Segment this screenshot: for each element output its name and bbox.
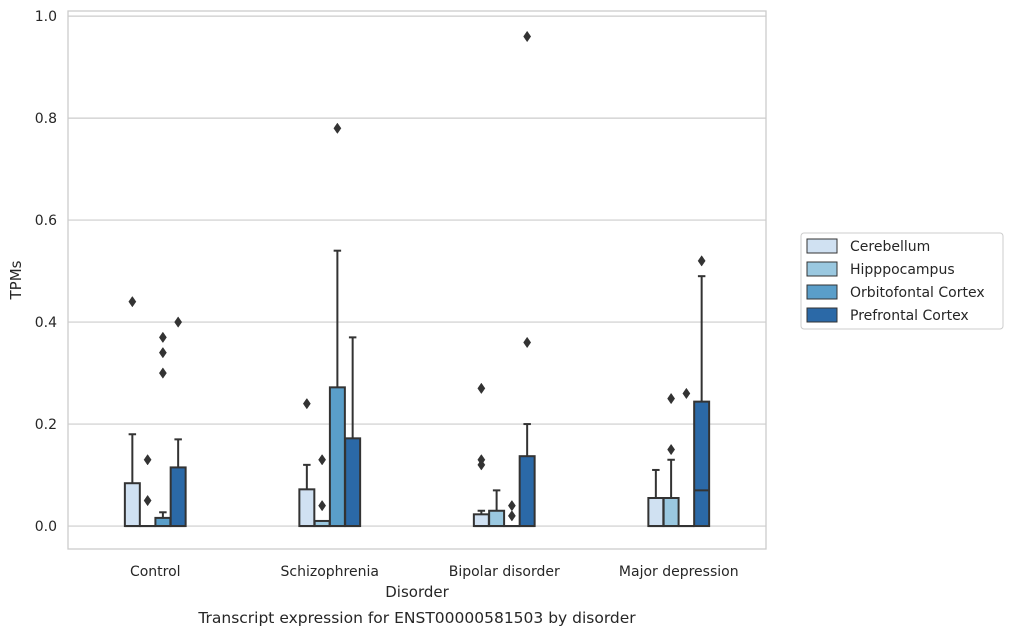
box-body xyxy=(647,497,665,528)
legend-label: Cerebellum xyxy=(850,239,930,255)
legend-label: Prefrontal Cortex xyxy=(850,308,969,324)
outlier-point xyxy=(158,367,167,379)
box-prefrontal-cortex-1 xyxy=(344,336,362,528)
box-body xyxy=(472,513,490,528)
box-body xyxy=(693,400,711,528)
x-tick-labels: Control Schizophrenia Bipolar disorder Majo… xyxy=(130,564,739,580)
outlier-point xyxy=(318,454,327,466)
legend-swatch xyxy=(806,284,838,300)
box-body xyxy=(344,437,362,528)
x-tick-label: Major depression xyxy=(619,564,739,580)
box-orbitofontal-cortex-0 xyxy=(154,331,172,528)
box-body xyxy=(123,482,141,528)
outlier-point xyxy=(158,331,167,344)
outlier-point xyxy=(128,296,137,308)
box-cerebellum-2 xyxy=(472,382,490,528)
box-body xyxy=(328,386,346,528)
chart-caption: Transcript expression for ENST0000058150… xyxy=(197,609,636,627)
grid-lines xyxy=(68,15,766,527)
outlier-point xyxy=(477,382,486,395)
legend-frame xyxy=(800,232,1004,330)
box-cerebellum-1 xyxy=(298,398,316,528)
x-axis-title: Disorder xyxy=(385,583,449,601)
outlier-point xyxy=(523,336,532,349)
outlier-point xyxy=(333,122,342,134)
box-orbitofontal-cortex-2 xyxy=(503,500,521,528)
box-body xyxy=(169,466,187,528)
outlier-point xyxy=(507,510,516,522)
box-plot-marks xyxy=(123,30,711,528)
legend: Cerebellum Hipppocampus Orbitofontal Corte… xyxy=(800,232,1004,330)
outlier-point xyxy=(697,255,706,267)
y-tick-label: 0.8 xyxy=(35,111,57,127)
outlier-point xyxy=(667,443,676,456)
x-tick-label: Schizophrenia xyxy=(281,564,379,580)
box-prefrontal-cortex-0 xyxy=(169,316,187,528)
outlier-point xyxy=(318,500,327,512)
outlier-point xyxy=(158,347,167,359)
outlier-point xyxy=(507,500,516,512)
box-body xyxy=(488,509,506,528)
box-body xyxy=(518,455,536,528)
outlier-point xyxy=(143,494,152,507)
box-orbitofontal-cortex-3 xyxy=(677,387,695,528)
y-tick-label: 1.0 xyxy=(35,9,57,25)
y-tick-label: 0.4 xyxy=(35,315,57,331)
outlier-point xyxy=(682,387,691,400)
box-body xyxy=(154,516,172,528)
y-tick-label: 0.0 xyxy=(35,519,57,535)
box-prefrontal-cortex-2 xyxy=(518,30,536,528)
plot-frame xyxy=(67,10,767,550)
box-prefrontal-cortex-3 xyxy=(693,255,711,528)
x-tick-label: Control xyxy=(130,564,181,580)
box-body xyxy=(662,497,680,528)
box-cerebellum-3 xyxy=(647,468,665,528)
legend-label: Hipppocampus xyxy=(850,262,955,278)
outlier-point xyxy=(667,392,676,405)
x-tick-label: Bipolar disorder xyxy=(449,564,560,580)
y-axis-title: TPMs xyxy=(7,260,25,300)
box-hipppocampus-3 xyxy=(662,392,680,528)
box-hipppocampus-1 xyxy=(313,454,331,528)
legend-swatch xyxy=(806,238,838,254)
box-hipppocampus-0 xyxy=(139,454,157,528)
outlier-point xyxy=(143,454,152,466)
box-hipppocampus-2 xyxy=(488,489,506,528)
legend-swatch xyxy=(806,307,838,323)
y-tick-label: 0.6 xyxy=(35,213,57,229)
y-tick-labels: 0.0 0.2 0.4 0.6 0.8 1.0 xyxy=(35,9,57,535)
outlier-point xyxy=(523,30,532,43)
y-tick-label: 0.2 xyxy=(35,417,57,433)
legend-swatch xyxy=(806,261,838,277)
legend-label: Orbitofontal Cortex xyxy=(850,285,985,301)
outlier-point xyxy=(302,398,311,410)
outlier-point xyxy=(174,316,183,328)
box-orbitofontal-cortex-1 xyxy=(328,122,346,528)
box-body xyxy=(298,488,316,528)
outlier-point xyxy=(477,454,486,466)
box-cerebellum-0 xyxy=(123,296,141,528)
